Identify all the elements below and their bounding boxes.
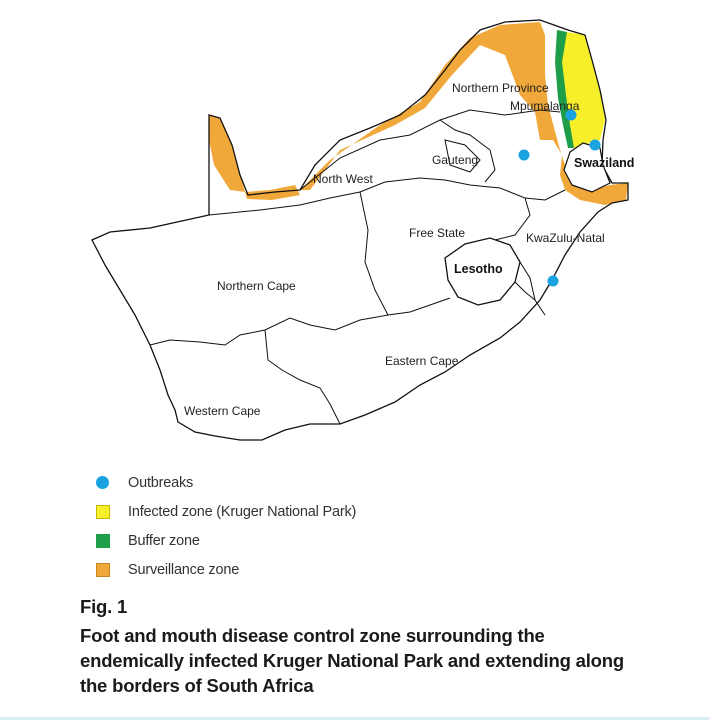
outbreak-dot <box>589 139 601 151</box>
buffer-zone <box>555 30 574 148</box>
buffer-swatch-icon <box>96 533 110 548</box>
outbreak-dot <box>547 275 559 287</box>
label-free-state: Free State <box>409 226 465 240</box>
legend-label: Infected zone (Kruger National Park) <box>128 503 357 520</box>
country-outline <box>91 19 629 441</box>
infected-swatch-icon <box>96 504 110 519</box>
outbreak-dot <box>518 149 530 161</box>
label-mpumalanga: Mpumalanga <box>510 99 580 113</box>
label-swaziland: Swaziland <box>574 156 634 170</box>
outbreak-markers <box>518 109 601 287</box>
swaziland-border <box>563 142 611 193</box>
outbreak-dot <box>565 109 577 121</box>
legend: Outbreaks Infected zone (Kruger National… <box>90 468 356 584</box>
caption-line: Foot and mouth disease control zone surr… <box>80 625 545 646</box>
legend-item-outbreaks: Outbreaks <box>90 468 356 497</box>
caption-line: endemically infected Kruger National Par… <box>80 650 624 671</box>
caption-line: the borders of South Africa <box>80 675 314 696</box>
label-northern-cape: Northern Cape <box>217 279 296 293</box>
bottom-divider <box>0 717 710 720</box>
label-eastern-cape: Eastern Cape <box>385 354 459 368</box>
legend-label: Surveillance zone <box>128 561 240 578</box>
legend-item-surveillance: Surveillance zone <box>90 555 356 584</box>
outbreak-circle-icon <box>96 476 109 489</box>
label-western-cape: Western Cape <box>184 404 261 418</box>
label-northern-province: Northern Province <box>452 81 549 95</box>
label-gauteng: Gauteng <box>432 153 478 167</box>
south-africa-map: Northern Province Mpumalanga Gauteng Swa… <box>91 19 634 441</box>
label-lesotho: Lesotho <box>454 262 503 276</box>
surveillance-swatch-icon <box>96 562 110 577</box>
legend-item-buffer: Buffer zone <box>90 526 356 555</box>
province-borders <box>149 109 566 425</box>
label-kwazulu-natal: KwaZulu-Natal <box>526 231 605 245</box>
figure-caption: Fig. 1 Foot and mouth disease control zo… <box>80 594 700 698</box>
legend-item-infected: Infected zone (Kruger National Park) <box>90 497 356 526</box>
legend-label: Outbreaks <box>128 474 194 491</box>
legend-label: Buffer zone <box>128 532 200 549</box>
label-north-west: North West <box>313 172 373 186</box>
figure-number: Fig. 1 <box>80 596 128 617</box>
